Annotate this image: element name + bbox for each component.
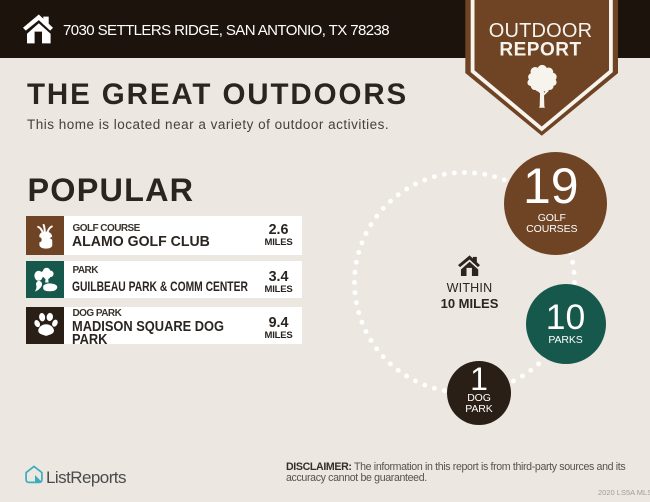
svg-text:OUTDOOR: OUTDOOR [488,20,592,42]
svg-text:REPORT: REPORT [499,39,581,60]
